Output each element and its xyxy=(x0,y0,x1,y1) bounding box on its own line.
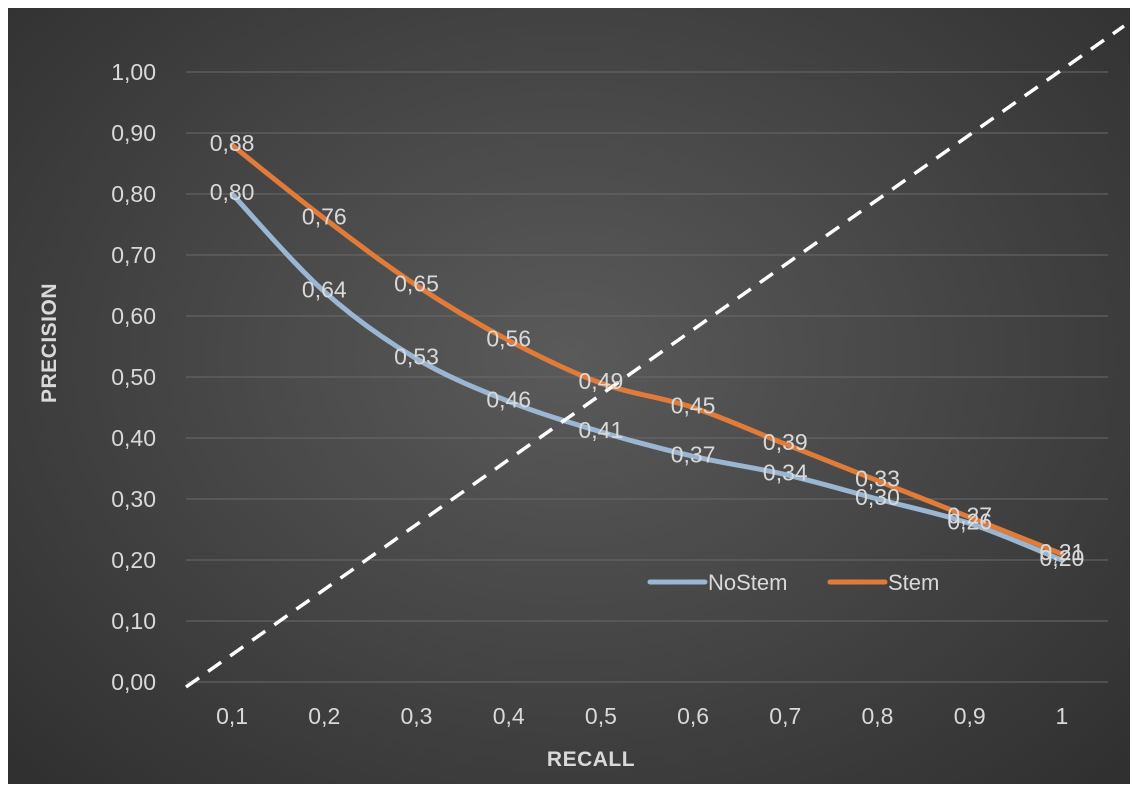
legend-label-stem: Stem xyxy=(888,570,939,595)
data-label: 0,27 xyxy=(947,502,992,528)
data-label: 0,37 xyxy=(671,441,716,467)
y-tick-label: 1,00 xyxy=(111,59,156,85)
data-labels: 0,80 0,64 0,53 0,46 0,41 0,37 0,34 0,30 0,26 0,20… xyxy=(210,130,1085,571)
data-label: 0,26 xyxy=(947,508,992,534)
diagonal-reference xyxy=(184,24,1126,689)
data-label: 0,49 xyxy=(579,368,624,394)
x-tick-label: 0,9 xyxy=(954,703,986,729)
dashed-reference-line xyxy=(184,24,1126,689)
x-tick-label: 0,7 xyxy=(769,703,801,729)
x-tick-label: 0,3 xyxy=(401,703,433,729)
chart-area: 0,00 0,10 0,20 0,30 0,40 0,50 0,60 0,70 0,80 0,90… xyxy=(8,8,1130,784)
legend: NoStem Stem xyxy=(647,570,939,595)
y-tick-label: 0,90 xyxy=(111,120,156,146)
x-tick-label: 0,5 xyxy=(585,703,617,729)
y-tick-label: 0,40 xyxy=(111,425,156,451)
data-label: 0,53 xyxy=(394,344,439,370)
x-axis-title: RECALL xyxy=(547,748,635,771)
data-label: 0,46 xyxy=(486,386,531,412)
data-label: 0,80 xyxy=(210,179,255,205)
y-tick-label: 0,70 xyxy=(111,242,156,268)
data-label: 0,45 xyxy=(671,393,716,419)
x-tick-label: 0,6 xyxy=(677,703,709,729)
y-tick-label: 0,60 xyxy=(111,303,156,329)
x-tick-label: 0,2 xyxy=(308,703,340,729)
x-tick-label: 0,1 xyxy=(216,703,248,729)
y-tick-label: 0,50 xyxy=(111,364,156,390)
gridlines xyxy=(186,71,1108,683)
data-label: 0,88 xyxy=(210,130,255,156)
x-tick-label: 0,4 xyxy=(493,703,525,729)
data-label: 0,64 xyxy=(302,277,347,303)
line-chart: 0,000,100,200,300,400,500,600,700,800,90… xyxy=(38,24,1126,771)
data-label: 0,34 xyxy=(763,460,808,486)
y-axis-ticks: 0,00 0,10 0,20 0,30 0,40 0,50 0,60 0,70 0,80 0,90… xyxy=(111,59,156,695)
data-label: 0,39 xyxy=(763,429,808,455)
x-axis-ticks: 0,1 0,2 0,3 0,4 0,5 0,6 0,7 0,8 0,9 1 xyxy=(216,703,1068,729)
x-tick-label: 0,8 xyxy=(862,703,894,729)
data-label: 0,20 xyxy=(1040,545,1085,571)
y-tick-label: 0,20 xyxy=(111,547,156,573)
data-label: 0,33 xyxy=(855,466,900,492)
y-tick-label: 0,30 xyxy=(111,486,156,512)
series-line-nostem xyxy=(229,191,1065,563)
series-lines xyxy=(229,142,1065,563)
x-tick-label: 1 xyxy=(1056,703,1069,729)
legend-label-nostem: NoStem xyxy=(708,570,787,595)
data-label: 0,65 xyxy=(394,271,439,297)
y-tick-label: 0,10 xyxy=(111,608,156,634)
y-tick-label: 0,80 xyxy=(111,181,156,207)
data-label: 0,76 xyxy=(302,203,347,229)
data-label: 0,30 xyxy=(855,484,900,510)
data-label: 0,56 xyxy=(486,325,531,351)
data-label: 0,41 xyxy=(579,417,624,443)
y-tick-label: 0,00 xyxy=(111,669,156,695)
data-label: 0,21 xyxy=(1040,539,1085,565)
y-axis-title: PRECISION xyxy=(38,283,61,403)
series-line-stem xyxy=(229,142,1065,557)
